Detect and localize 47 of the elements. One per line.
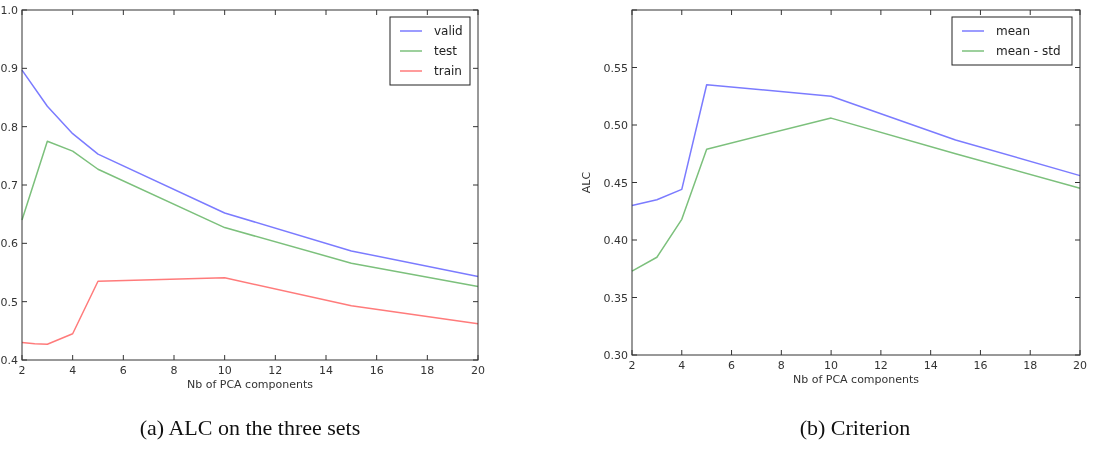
line-series	[21, 277, 479, 345]
x-axis-title: Nb of PCA components	[792, 373, 920, 386]
y-tick-label: 0.6	[0, 237, 18, 251]
line-series	[631, 84, 1081, 207]
x-tick-label: 16	[369, 364, 384, 377]
y-tick-label: 0.50	[603, 119, 628, 132]
legend-label: mean - std	[996, 44, 1061, 58]
y-axis-title: ALC	[580, 171, 593, 194]
x-tick-label: 10	[824, 359, 839, 372]
y-tick-label: 0.4	[0, 354, 18, 367]
x-tick-label: 18	[1023, 359, 1038, 372]
y-tick-label: 1.0	[0, 4, 18, 17]
x-tick-label: 2	[628, 359, 636, 372]
y-tick-label: 0.55	[603, 61, 628, 75]
x-tick-label: 10	[217, 364, 232, 377]
text: (a) ALC on the three sets	[139, 415, 361, 440]
x-tick-label: 6	[119, 364, 127, 377]
x-tick-label: 4	[678, 359, 686, 372]
x-tick-label: 14	[923, 359, 938, 372]
y-tick-label: 0.40	[603, 234, 628, 247]
x-axis-title: Nb of PCA components	[186, 378, 314, 391]
y-tick-label: 0.5	[0, 295, 18, 309]
x-tick-label: 16	[973, 359, 988, 372]
y-tick-label: 0.8	[0, 120, 18, 134]
x-tick-label: 4	[69, 364, 77, 377]
x-tick-label: 8	[170, 364, 178, 377]
x-tick-label: 20	[1073, 359, 1087, 372]
y-tick-label: 0.9	[0, 62, 18, 76]
x-tick-label: 12	[873, 359, 888, 372]
legend-label: mean	[996, 24, 1031, 38]
x-tick-label: 8	[777, 359, 785, 372]
x-tick-label: 12	[268, 364, 283, 377]
x-tick-label: 2	[18, 364, 26, 377]
x-tick-label: 14	[319, 364, 333, 377]
x-tick-label: 20	[471, 364, 485, 377]
x-tick-label: 6	[728, 359, 736, 372]
y-tick-label: 0.45	[603, 176, 628, 190]
line-series	[631, 117, 1081, 272]
text: (b) Criterion	[799, 415, 911, 440]
line-series	[21, 140, 479, 288]
x-tick-label: 18	[420, 364, 435, 377]
legend-label: valid	[434, 24, 463, 38]
y-tick-label: 0.35	[603, 291, 628, 305]
y-tick-label: 0.7	[0, 179, 18, 192]
y-tick-label: 0.30	[603, 349, 628, 362]
legend-label: test	[434, 44, 458, 58]
legend-label: train	[434, 64, 462, 78]
